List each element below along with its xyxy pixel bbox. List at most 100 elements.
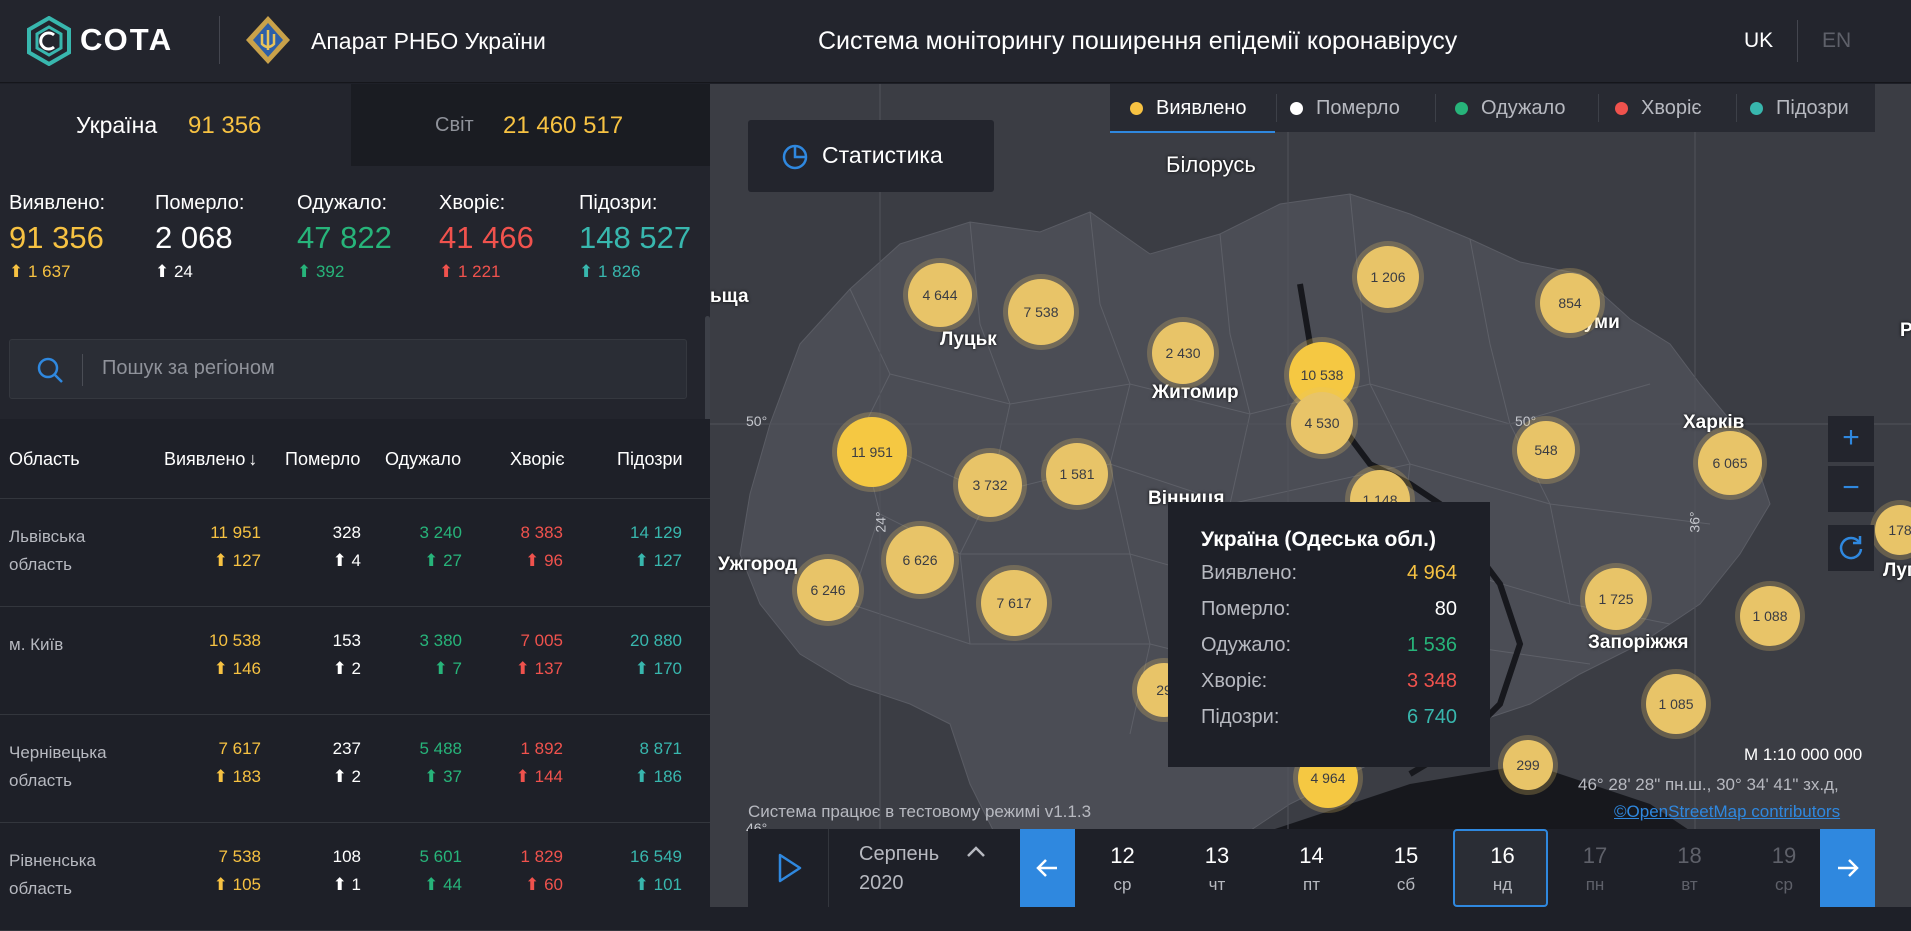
timeline-day[interactable]: 17 пн <box>1548 829 1643 907</box>
case-cluster-marker[interactable]: 11 951 <box>837 417 907 487</box>
arrow-up-icon: ⬆ <box>579 262 598 281</box>
left-panel-scrollbar[interactable] <box>705 316 710 436</box>
tab-world[interactable]: Світ 21 460 517 <box>351 84 710 166</box>
cell-value: 237 <box>332 739 361 758</box>
plus-icon: + <box>1842 421 1860 454</box>
cell-delta-value: 37 <box>443 767 462 786</box>
legend-item[interactable]: Померло <box>1290 84 1400 132</box>
table-row[interactable]: м. Київ 10 538 ⬆ 146 153 ⬆ 2 3 380 ⬆ 7 7 005 ⬆ 1… <box>0 607 710 715</box>
case-cluster-marker[interactable]: 1 085 <box>1646 674 1706 734</box>
col-detected[interactable]: Виявлено ↓ <box>164 449 257 470</box>
timeline-day[interactable]: 16 нд <box>1453 829 1548 907</box>
case-cluster-marker[interactable]: 1 725 <box>1585 568 1647 630</box>
timeline-day[interactable]: 19 ср <box>1737 829 1832 907</box>
cell-value: 14 129 <box>630 523 682 542</box>
timeline-day[interactable]: 18 вт <box>1642 829 1737 907</box>
legend-label: Померло <box>1316 97 1400 119</box>
arrow-up-icon: ⬆ <box>515 659 535 678</box>
arrow-up-icon: ⬆ <box>213 551 233 570</box>
search-separator <box>82 354 83 386</box>
case-cluster-marker[interactable]: 178 <box>1875 505 1911 555</box>
legend-dot-icon <box>1455 102 1468 115</box>
tab-ukraine[interactable]: Україна 91 356 <box>0 84 351 166</box>
col-sick[interactable]: Хворіє <box>510 449 565 469</box>
system-note: Система працює в тестовому режимі v1.1.3 <box>748 802 1092 821</box>
timeline-prev-button[interactable] <box>1020 829 1075 907</box>
case-cluster-marker[interactable]: 4 530 <box>1291 392 1353 454</box>
day-number: 16 <box>1490 843 1515 868</box>
tooltip-value: 80 <box>1434 598 1457 620</box>
arrow-up-icon: ⬆ <box>332 659 352 678</box>
month-name: Серпень <box>859 843 940 865</box>
case-cluster-marker[interactable]: 6 246 <box>797 559 859 621</box>
col-suspected[interactable]: Підозри <box>617 449 683 469</box>
grid-label: 50° <box>746 413 768 429</box>
legend-item[interactable]: Підозри <box>1750 84 1849 132</box>
col-died[interactable]: Померло <box>285 449 361 469</box>
play-icon <box>778 853 802 883</box>
play-button[interactable] <box>748 829 828 907</box>
reset-view-button[interactable] <box>1828 525 1874 571</box>
case-cluster-marker[interactable]: 7 617 <box>981 570 1047 636</box>
region-search-input[interactable]: Пошук за регіоном <box>9 339 687 399</box>
col-region[interactable]: Область <box>9 449 80 469</box>
tooltip-label: Виявлено: <box>1201 562 1298 584</box>
col-recovered[interactable]: Одужало <box>385 449 462 469</box>
osm-attribution-link[interactable]: ©OpenStreetMap contributors <box>1614 802 1841 821</box>
cell-value: 1 829 <box>520 847 563 866</box>
lang-uk-button[interactable]: UK <box>1744 29 1774 52</box>
case-cluster-marker[interactable]: 3 732 <box>958 453 1022 517</box>
case-cluster-marker[interactable]: 299 <box>1503 740 1553 790</box>
sota-logo-icon[interactable] <box>26 16 72 66</box>
map-scale: М 1:10 000 000 <box>1744 745 1863 764</box>
timeline-next-button[interactable] <box>1820 829 1875 907</box>
summary-delta-value: 24 <box>173 262 193 281</box>
case-cluster-marker[interactable]: 6 626 <box>886 526 954 594</box>
case-cluster-marker[interactable]: 7 538 <box>1008 279 1074 345</box>
arrow-up-icon: ⬆ <box>525 875 545 894</box>
cell-delta-value: 2 <box>351 767 361 786</box>
org-name: Апарат РНБО України <box>311 28 546 54</box>
timeline-day[interactable]: 14 пт <box>1264 829 1359 907</box>
cell-delta-value: 1 <box>351 875 361 894</box>
case-cluster-marker[interactable]: 854 <box>1540 273 1600 333</box>
place-label-zhytomyr: Житомир <box>1152 382 1239 403</box>
cell-delta-value: 127 <box>232 551 261 570</box>
rnbo-emblem-icon <box>246 16 290 64</box>
table-row[interactable]: Львівська область 11 951 ⬆ 127 328 ⬆ 4 3 240 ⬆… <box>0 499 710 607</box>
day-weekday: вт <box>1681 875 1698 894</box>
case-cluster-marker[interactable]: 4 644 <box>908 263 972 327</box>
cell-value: 153 <box>332 631 361 650</box>
summary-delta: ⬆ 392 <box>297 262 344 282</box>
timeline-day[interactable]: 15 сб <box>1359 829 1454 907</box>
cell-value: 3 380 <box>419 631 462 650</box>
timeline-day[interactable]: 13 чт <box>1170 829 1265 907</box>
tab-ukraine-value: 91 356 <box>188 112 262 139</box>
timeline-day[interactable]: 12 ср <box>1075 829 1170 907</box>
legend-item[interactable]: Виявлено <box>1130 84 1246 132</box>
case-cluster-marker[interactable]: 1 088 <box>1740 586 1800 646</box>
zoom-in-button[interactable]: + <box>1828 416 1874 462</box>
cell-value: 8 871 <box>639 739 682 758</box>
cell-value: 7 538 <box>218 847 261 866</box>
arrow-up-icon: ⬆ <box>439 262 458 281</box>
month-selector[interactable]: Серпень 2020 <box>828 829 1020 907</box>
case-cluster-marker[interactable]: 548 <box>1517 421 1575 479</box>
legend-item[interactable]: Хворіє <box>1615 84 1702 132</box>
day-weekday: нд <box>1492 875 1513 894</box>
lang-en-button[interactable]: EN <box>1822 29 1852 52</box>
legend-item[interactable]: Одужало <box>1455 84 1566 132</box>
table-row[interactable]: Рівненська область 7 538 ⬆ 105 108 ⬆ 1 5 601 ⬆… <box>0 823 710 931</box>
case-cluster-marker[interactable]: 1 581 <box>1046 443 1108 505</box>
cell-delta-value: 170 <box>653 659 682 678</box>
zoom-out-button[interactable]: − <box>1828 466 1874 512</box>
case-cluster-marker[interactable]: 2 430 <box>1152 322 1214 384</box>
statistics-button[interactable]: Статистика <box>748 120 994 192</box>
case-cluster-marker[interactable]: 1 206 <box>1357 246 1419 308</box>
day-weekday: ср <box>1775 875 1793 894</box>
arrow-up-icon: ⬆ <box>525 551 545 570</box>
map-view[interactable]: 50° 50° 24° 36° 46° Білорусь Луцьк Житом… <box>710 84 1911 907</box>
cell-delta: ⬆ 137 <box>516 659 563 679</box>
case-cluster-marker[interactable]: 6 065 <box>1698 431 1762 495</box>
